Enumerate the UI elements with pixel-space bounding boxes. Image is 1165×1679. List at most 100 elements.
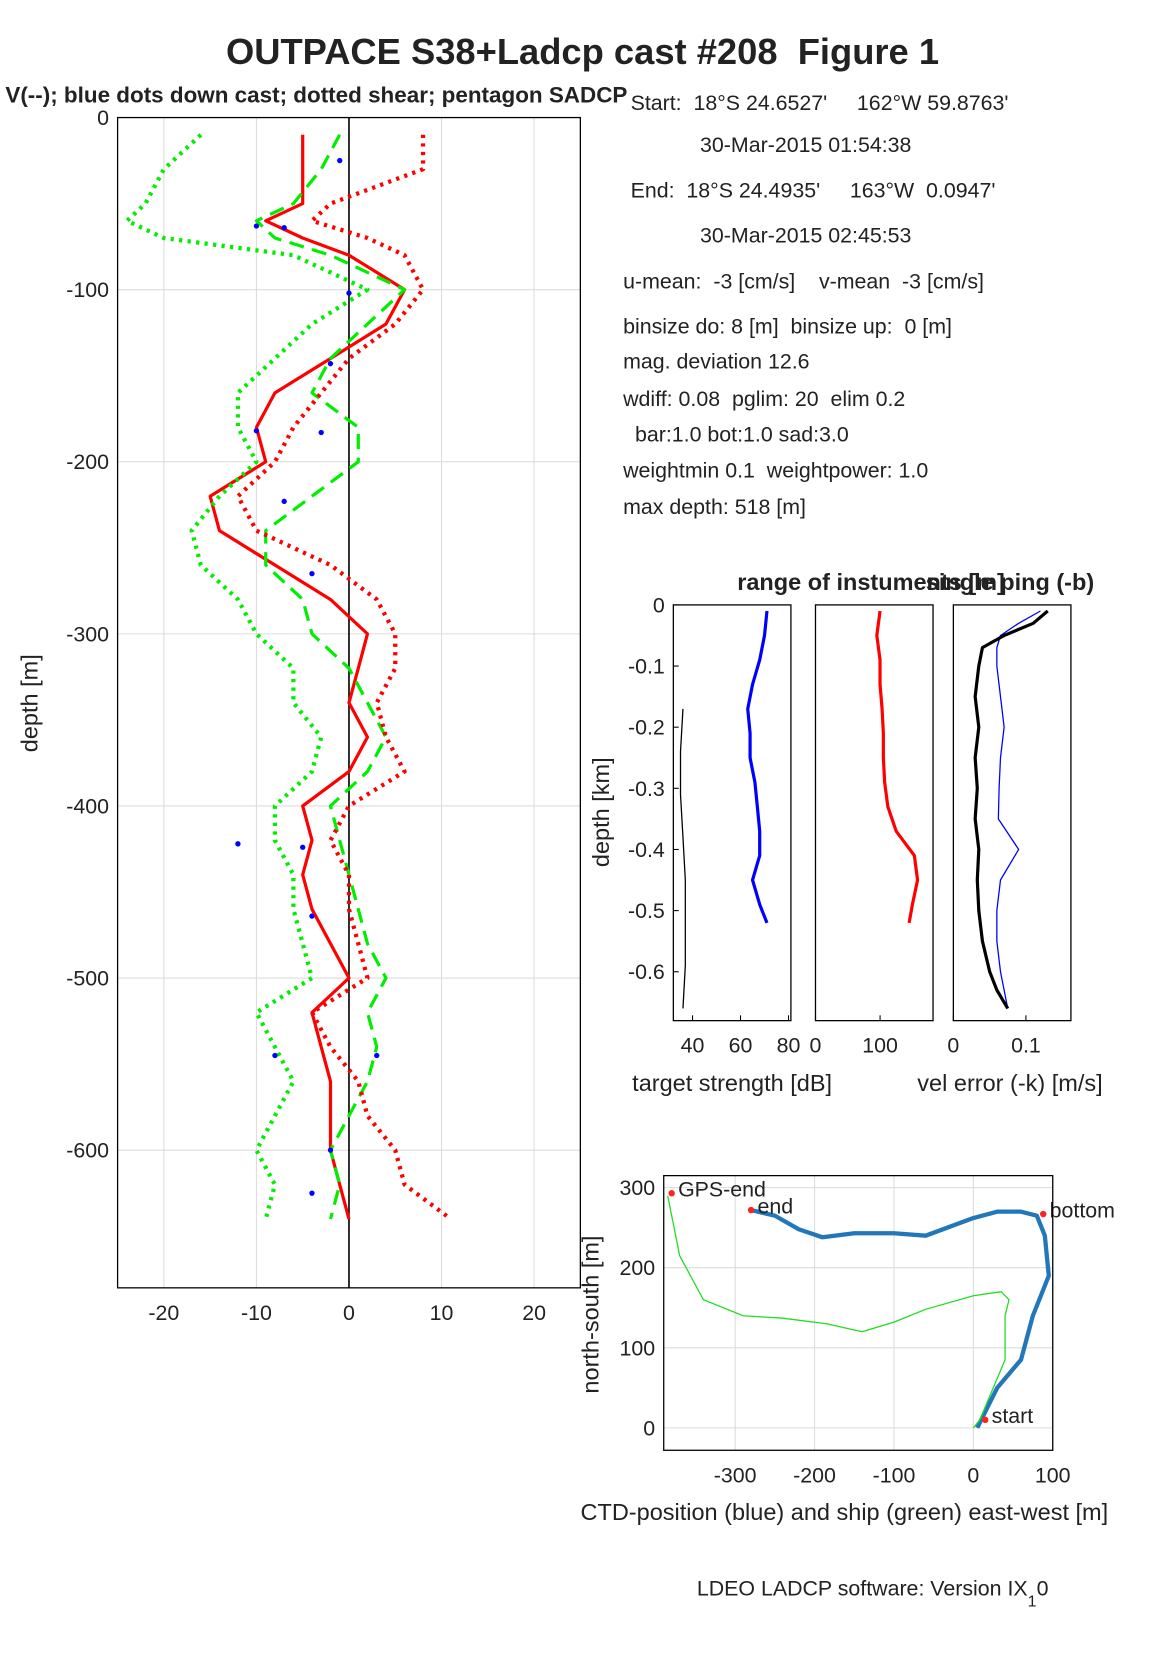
annotation: end: [757, 1194, 793, 1218]
plot-area: [124, 117, 453, 1288]
info-line: max depth: 518 [m]: [623, 495, 806, 519]
info-line: binsize do: 8 [m] binsize up: 0 [m]: [623, 314, 952, 338]
x-tick-label: 60: [729, 1034, 753, 1058]
x-tick-label: 0.1: [1011, 1034, 1041, 1058]
axes-box: [663, 1174, 1054, 1451]
info-line: u-mean: -3 [cm/s] v-mean -3 [cm/s]: [623, 270, 984, 294]
annotation-point: [1040, 1210, 1047, 1218]
x-tick-label: -100: [873, 1463, 916, 1487]
series-line: [235, 134, 453, 1221]
footer-end: 0: [1037, 1577, 1049, 1601]
y-axis-label: depth [km]: [588, 757, 614, 867]
down-cast-dot: [318, 429, 324, 436]
x-tick-label: 100: [862, 1034, 898, 1058]
series-line: [973, 609, 1049, 1010]
down-cast-dot: [281, 498, 287, 505]
down-cast-dot: [327, 1147, 334, 1153]
down-cast-dot: [309, 1190, 315, 1196]
annotation: GPS-end: [678, 1177, 766, 1201]
series-line: [679, 708, 686, 1009]
x-tick-label: 100: [1035, 1463, 1071, 1487]
annotation: bottom: [1050, 1198, 1115, 1222]
down-cast-dot: [346, 290, 352, 296]
x-tick-label: 40: [681, 1034, 705, 1058]
plot-area: [875, 610, 920, 924]
series-line: [667, 1195, 1010, 1429]
info-line: End: 18°S 24.4935' 163°W 0.0947': [631, 179, 996, 203]
axes-box: [672, 604, 792, 1022]
axes-box: [814, 604, 934, 1022]
y-tick-label: -600: [66, 1139, 109, 1163]
x-tick-label: -10: [241, 1301, 272, 1325]
plot-area: [667, 1195, 1051, 1429]
y-tick-label: -0.1: [628, 655, 665, 679]
x-tick-label: 10: [430, 1301, 454, 1325]
down-cast-dot: [272, 1052, 278, 1059]
x-axis-label: CTD-position (blue) and ship (green) eas…: [581, 1499, 1109, 1525]
down-cast-dot: [309, 913, 315, 919]
y-tick-label: -0.6: [628, 960, 665, 984]
x-axis-label: target strength [dB]: [632, 1070, 832, 1096]
info-line: 30-Mar-2015 02:45:53: [700, 224, 911, 248]
x-axis-label: vel error (-k) [m/s]: [917, 1070, 1102, 1096]
down-cast-dot: [300, 844, 306, 850]
annotation-point: [747, 1206, 755, 1214]
x-tick-label: 0: [947, 1034, 959, 1058]
y-tick-label: 200: [620, 1256, 656, 1280]
y-axis-label: north-south [m]: [578, 1236, 604, 1394]
x-tick-label: -20: [148, 1301, 179, 1325]
y-tick-label: 0: [653, 593, 665, 617]
plot-area: [973, 609, 1049, 1010]
series-line: [750, 1207, 1051, 1429]
series-line: [208, 134, 407, 1220]
y-tick-label: -200: [66, 450, 109, 474]
y-tick-label: -100: [66, 278, 109, 302]
annotation-point: [668, 1190, 675, 1197]
info-line: mag. deviation 12.6: [623, 350, 809, 374]
axes-box: [952, 604, 1072, 1022]
annotation: start: [992, 1404, 1034, 1428]
panel-title: single ping (-b): [926, 569, 1094, 595]
y-tick-label: 0: [643, 1416, 655, 1440]
plot-area: [679, 610, 769, 1009]
info-line: wdiff: 0.08 pglim: 20 elim 0.2: [622, 387, 905, 411]
down-cast-dot: [253, 223, 260, 229]
series-line: [875, 610, 920, 924]
x-tick-label: -300: [714, 1463, 757, 1487]
down-cast-dot: [374, 1052, 380, 1059]
figure-title: OUTPACE S38+Ladcp cast #208 Figure 1: [226, 31, 939, 72]
down-cast-dot: [281, 225, 287, 231]
series-line: [254, 134, 407, 1220]
y-tick-label: -0.2: [628, 716, 665, 740]
y-tick-label: -0.3: [628, 777, 665, 801]
y-tick-label: -0.5: [628, 899, 665, 923]
series-line: [124, 133, 370, 1220]
footer-sub: 1: [1028, 1592, 1037, 1610]
x-tick-label: 20: [522, 1301, 546, 1325]
y-tick-label: -300: [66, 622, 109, 646]
x-tick-label: 0: [343, 1301, 355, 1325]
axes-box: [116, 116, 582, 1289]
y-tick-label: -0.4: [628, 838, 665, 862]
down-cast-dot: [327, 360, 334, 367]
info-line: bar:1.0 bot:1.0 sad:3.0: [623, 422, 849, 446]
y-tick-label: 0: [97, 106, 109, 130]
info-line: Start: 18°S 24.6527' 162°W 59.8763': [631, 91, 1009, 115]
series-line: [996, 610, 1041, 1009]
subtitle: V(--); blue dots down cast; dotted shear…: [5, 83, 627, 108]
down-cast-dot: [337, 157, 343, 164]
down-cast-dot: [235, 841, 241, 847]
x-tick-label: -200: [793, 1463, 836, 1487]
x-tick-label: 80: [777, 1034, 801, 1058]
annotation-point: [982, 1416, 989, 1424]
footer: LDEO LADCP software: Version IX10: [697, 1577, 1049, 1611]
y-tick-label: -400: [66, 794, 109, 818]
y-axis-label: depth [m]: [16, 654, 42, 752]
y-tick-label: 100: [620, 1336, 656, 1360]
info-line: weightmin 0.1 weightpower: 1.0: [622, 459, 928, 483]
y-tick-label: 300: [620, 1176, 656, 1200]
down-cast-dot: [309, 570, 315, 577]
x-tick-label: 0: [810, 1034, 822, 1058]
